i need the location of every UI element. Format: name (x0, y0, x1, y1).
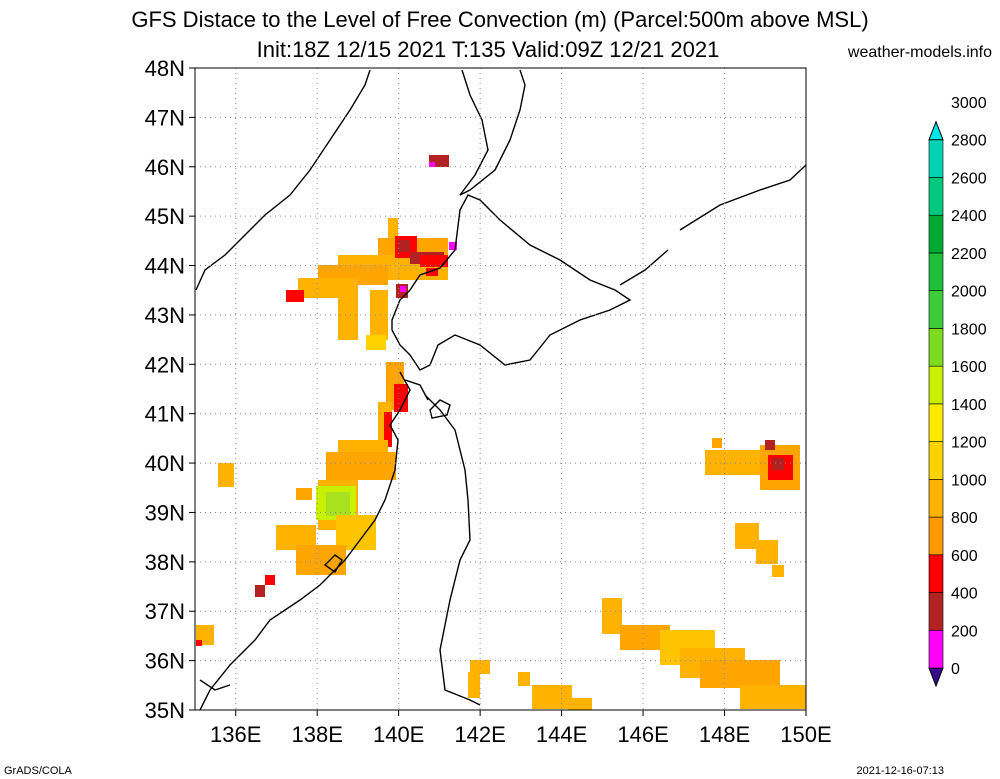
lat-tick-label: 44N (145, 254, 185, 279)
source-credit: weather-models.info (847, 44, 992, 61)
colorbar-label: 2200 (951, 246, 987, 263)
lon-tick-label: 136E (210, 722, 261, 747)
map-gridlines (195, 68, 807, 710)
colorbar-min-arrow (928, 667, 944, 688)
colorbar-label: 1600 (951, 359, 987, 376)
colorbar-segment (928, 252, 944, 291)
colorbar-label: 800 (951, 510, 978, 527)
footer-software: GrADS/COLA (4, 765, 72, 777)
colorbar-label: 2600 (951, 170, 987, 187)
colorbar-segment (928, 441, 944, 480)
map-subtitle: Init:18Z 12/15 2021 T:135 Valid:09Z 12/2… (256, 37, 720, 62)
colorbar-label: 600 (951, 548, 978, 565)
lat-tick-label: 36N (145, 649, 185, 674)
colorbar-segment (928, 479, 944, 518)
colorbar-label: 1800 (951, 321, 987, 338)
lon-tick-label: 138E (292, 722, 343, 747)
colorbar-label: 1000 (951, 472, 987, 489)
lat-tick-label: 35N (145, 698, 185, 723)
lon-tick-label: 142E (454, 722, 505, 747)
lfc-shaded-field (196, 155, 806, 710)
colorbar-label: 200 (951, 623, 978, 640)
colorbar-label: 1200 (951, 435, 987, 452)
footer-timestamp: 2021-12-16-07:13 (856, 765, 944, 777)
colorbar-label: 1400 (951, 397, 987, 414)
lat-tick-label: 46N (145, 155, 185, 180)
lat-tick-label: 38N (145, 550, 185, 575)
colorbar-label: 400 (951, 586, 978, 603)
colorbar-label: 2400 (951, 208, 987, 225)
lat-tick-label: 40N (145, 451, 185, 476)
colorbar-segment (928, 365, 944, 405)
lat-tick-label: 47N (145, 105, 185, 130)
map-title: GFS Distace to the Level of Free Convect… (131, 7, 869, 32)
map-frame (194, 67, 807, 711)
lat-tick-label: 48N (145, 56, 185, 81)
colorbar-segment (928, 629, 944, 669)
colorbar-segment (928, 592, 944, 631)
lon-tick-label: 140E (373, 722, 424, 747)
colorbar-segment (928, 403, 944, 442)
colorbar: 0 200 400 600 800 1000 1200 1400 1600 1800 2000 220… (928, 95, 987, 688)
colorbar-segment (928, 516, 944, 556)
lat-tick-label: 41N (145, 402, 185, 427)
lon-tick-label: 144E (536, 722, 587, 747)
colorbar-segment (928, 290, 944, 329)
lat-tick-label: 42N (145, 352, 185, 377)
colorbar-segment (928, 177, 944, 216)
colorbar-max-arrow (928, 120, 944, 141)
latitude-labels: 35N 36N 37N 38N 39N 40N 41N 42N 43N 44N 45N 46N 47N 4… (145, 56, 195, 723)
colorbar-segment (928, 139, 944, 178)
lat-tick-label: 39N (145, 500, 185, 525)
colorbar-segment (928, 214, 944, 254)
colorbar-label: 2000 (951, 284, 987, 301)
colorbar-label: 0 (951, 661, 960, 678)
colorbar-label: 3000 (951, 95, 987, 112)
colorbar-label: 2800 (951, 133, 987, 150)
coastline (195, 69, 807, 711)
lon-tick-label: 150E (780, 722, 831, 747)
colorbar-segment (928, 554, 944, 593)
lat-tick-label: 43N (145, 303, 185, 328)
lat-tick-label: 37N (145, 599, 185, 624)
lat-tick-label: 45N (145, 204, 185, 229)
lon-tick-label: 148E (699, 722, 750, 747)
colorbar-segment (928, 328, 944, 367)
longitude-labels: 136E 138E 140E 142E 144E 146E 148E 150E (210, 710, 832, 747)
lon-tick-label: 146E (617, 722, 668, 747)
